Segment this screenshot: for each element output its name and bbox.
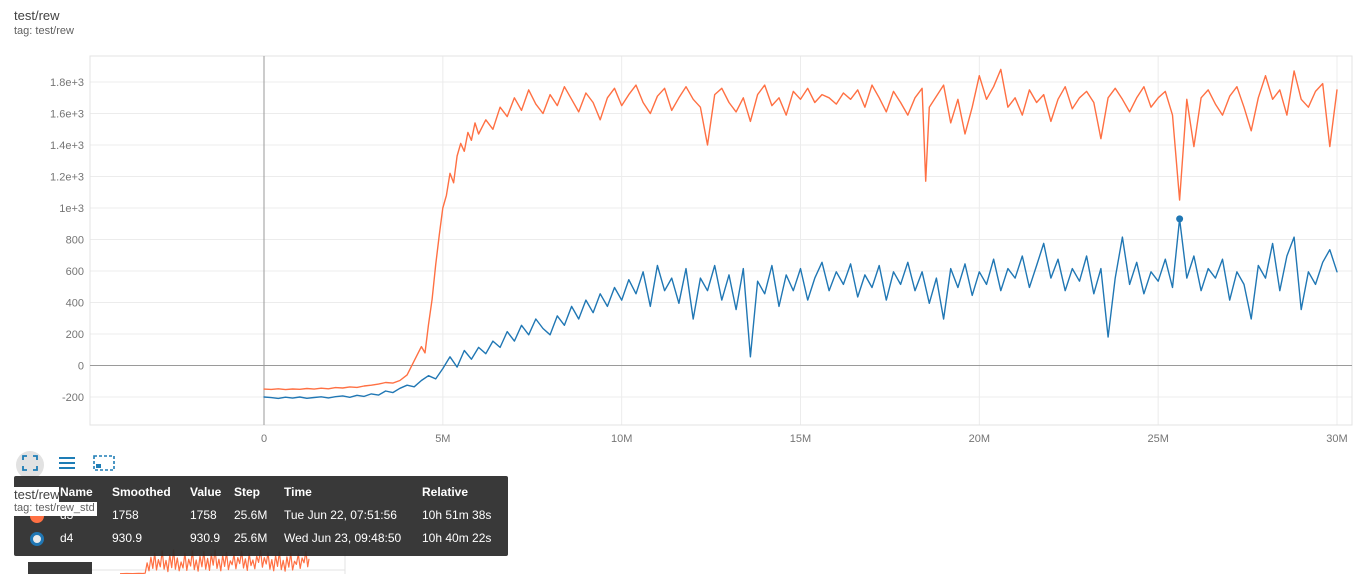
svg-text:5M: 5M (435, 433, 450, 445)
col-value: Value (190, 485, 222, 499)
svg-text:1.4e+3: 1.4e+3 (50, 140, 84, 152)
run-value: 1758 (190, 508, 217, 523)
svg-text:200: 200 (66, 329, 84, 341)
tooltip-row-d4: d4 930.9 930.9 25.6M Wed Jun 23, 09:48:5… (14, 527, 508, 550)
run-relative: 10h 40m 22s (422, 531, 492, 546)
chart2-title: test/rew_std (14, 487, 59, 502)
col-smoothed: Smoothed (112, 485, 171, 499)
svg-text:30M: 30M (1326, 433, 1347, 445)
fit-domain-button[interactable] (90, 451, 118, 479)
chart2-tag: tag: test/rew_std (14, 502, 97, 516)
svg-text:15M: 15M (790, 433, 811, 445)
run-time: Tue Jun 22, 07:51:56 (284, 508, 397, 523)
svg-text:20M: 20M (969, 433, 990, 445)
svg-text:1e+3: 1e+3 (59, 203, 84, 215)
svg-text:1.6e+3: 1.6e+3 (50, 109, 84, 121)
chart-tag: tag: test/rew (14, 25, 74, 37)
svg-text:0: 0 (78, 361, 84, 373)
svg-text:600: 600 (66, 266, 84, 278)
chart-title: test/rew (14, 8, 60, 23)
col-time: Time (284, 485, 312, 499)
partial-tooltip-fragment (28, 562, 92, 574)
col-name: Name (60, 485, 93, 499)
run-time: Wed Jun 23, 09:48:50 (284, 531, 402, 546)
run-swatch-d4 (30, 531, 44, 546)
svg-text:25M: 25M (1147, 433, 1168, 445)
svg-text:1.2e+3: 1.2e+3 (50, 172, 84, 184)
expand-chart-button[interactable] (16, 451, 44, 479)
svg-text:0: 0 (261, 433, 267, 445)
run-relative: 10h 51m 38s (422, 508, 492, 523)
chart-toolbar (16, 451, 118, 479)
chart-card-header: test/rew tag: test/rew (14, 8, 74, 37)
hamburger-lines-icon (58, 456, 76, 475)
svg-text:10M: 10M (611, 433, 632, 445)
toggle-series-button[interactable] (53, 451, 81, 479)
svg-text:400: 400 (66, 298, 84, 310)
col-relative: Relative (422, 485, 469, 499)
svg-text:1.8e+3: 1.8e+3 (50, 77, 84, 89)
run-smoothed: 1758 (112, 508, 139, 523)
col-step: Step (234, 485, 261, 499)
tooltip-table: Name Smoothed Value Step Time Relative d… (14, 479, 508, 550)
fit-domain-icon (93, 454, 115, 476)
tooltip-header-row: Name Smoothed Value Step Time Relative (14, 479, 508, 504)
run-name: d4 (60, 531, 74, 546)
run-step: 25.6M (234, 531, 268, 546)
expand-selection-icon (22, 454, 38, 476)
run-smoothed: 930.9 (112, 531, 143, 546)
run-value: 930.9 (190, 531, 221, 546)
svg-text:-200: -200 (62, 392, 84, 404)
svg-text:800: 800 (66, 235, 84, 247)
run-step: 25.6M (234, 508, 268, 523)
scalar-line-chart[interactable]: -200 0 200 400 600 800 1e+3 1.2e+3 1.4e+3 1.6e+3 1… (0, 44, 1358, 454)
